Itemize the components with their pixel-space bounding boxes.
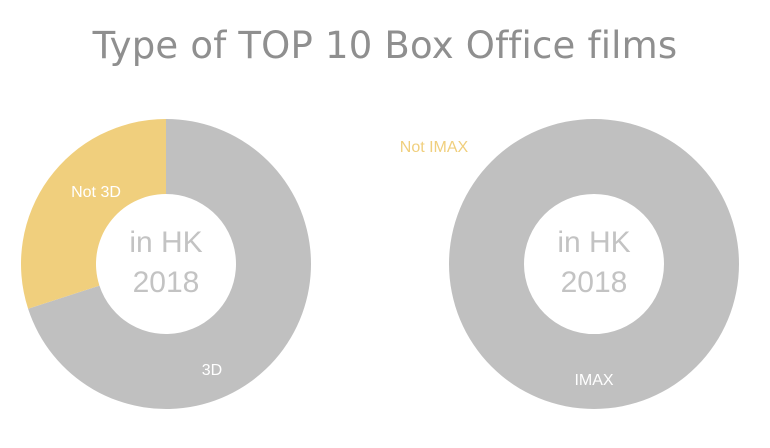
- slice-3d: [28, 119, 312, 409]
- slice-label-3d: 3D: [202, 362, 222, 379]
- center-label-line-1: in HK: [557, 226, 630, 259]
- slice-label-not-imax: Not IMAX: [400, 139, 469, 156]
- donut-chart-2: IMAX Not IMAX in HK 2018: [400, 119, 739, 409]
- center-label-line-2: 2018: [561, 266, 628, 299]
- slice-not-3d: [20, 119, 166, 309]
- chart-title: Type of TOP 10 Box Office films: [92, 24, 678, 67]
- donut-chart-1: 3D Not 3D in HK 2018: [20, 119, 312, 409]
- center-label-line-2: 2018: [133, 266, 200, 299]
- slice-imax: [449, 119, 739, 409]
- slice-label-not-3d: Not 3D: [71, 184, 121, 201]
- slice-label-imax: IMAX: [574, 372, 613, 389]
- center-label-line-1: in HK: [129, 226, 202, 259]
